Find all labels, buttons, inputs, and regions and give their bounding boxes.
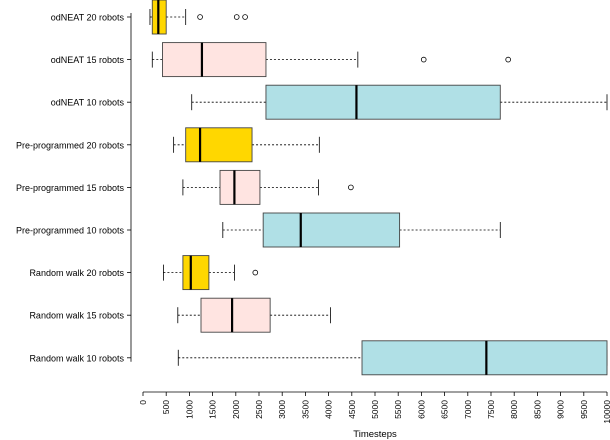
x-tick-label: 1500 — [208, 400, 218, 419]
iqr-box — [265, 84, 501, 120]
box-group — [191, 84, 608, 120]
x-tick-label: 8000 — [509, 400, 519, 419]
outlier-point — [252, 269, 259, 276]
y-axis-labels: odNEAT 20 robots odNEAT 15 robots odNEAT 1… — [16, 13, 132, 363]
x-tick-label: 9500 — [579, 400, 589, 419]
y-tick-label: Random walk 20 robots — [29, 268, 124, 278]
iqr-box — [361, 340, 608, 376]
x-tick-label: 2000 — [231, 400, 241, 419]
iqr-box — [262, 212, 401, 248]
x-tick-label: 6000 — [416, 400, 426, 419]
outlier-point — [197, 14, 203, 20]
box-group — [163, 255, 259, 291]
x-axis-title: Timesteps — [353, 429, 397, 440]
x-tick-label: 3000 — [277, 400, 287, 419]
outlier-point — [348, 184, 354, 191]
y-tick-label: odNEAT 10 robots — [51, 98, 125, 108]
outlier-point — [420, 56, 427, 63]
x-tick-label: 9000 — [556, 400, 566, 419]
x-tick-label: 2500 — [254, 400, 264, 419]
x-tick-label: 1000 — [184, 400, 194, 419]
x-tick-label: 6500 — [440, 400, 450, 419]
y-tick-label: Pre-programmed 10 robots — [16, 226, 125, 236]
iqr-box — [185, 127, 253, 163]
x-tick-label: 4500 — [347, 400, 357, 419]
box-group — [149, 0, 248, 35]
outlier-point — [505, 56, 511, 63]
box-group — [182, 169, 354, 205]
y-tick-label: Random walk 15 robots — [29, 311, 124, 321]
x-tick-label: 7000 — [463, 400, 473, 419]
x-tick-label: 8500 — [532, 400, 542, 419]
outlier-point — [233, 14, 240, 20]
x-tick-label: 10000 — [602, 400, 610, 424]
x-tick-label: 4000 — [324, 400, 334, 419]
y-tick-label: Pre-programmed 20 robots — [16, 140, 125, 150]
box-group — [177, 297, 331, 333]
x-tick-label: 7500 — [486, 400, 496, 419]
x-tick-label: 5500 — [393, 400, 403, 419]
box-group — [177, 340, 608, 376]
iqr-box — [182, 255, 210, 291]
outlier-point — [242, 14, 248, 20]
x-axis: 0 500 1000 1500 2000 2500 3000 3500 4000 4500 5000… — [138, 391, 610, 424]
box-group — [151, 42, 511, 78]
box-group — [222, 212, 501, 248]
y-tick-label: Pre-programmed 15 robots — [16, 183, 125, 193]
x-tick-label: 3500 — [300, 400, 310, 419]
y-tick-label: odNEAT 20 robots — [51, 13, 125, 23]
box-group — [173, 127, 320, 163]
x-tick-label: 0 — [138, 400, 148, 405]
y-tick-label: odNEAT 15 robots — [51, 55, 125, 65]
iqr-box — [219, 169, 261, 205]
y-tick-label: Random walk 10 robots — [29, 353, 124, 363]
iqr-box — [200, 297, 271, 333]
x-tick-label: 500 — [161, 400, 171, 414]
plot-area — [149, 0, 608, 376]
iqr-box — [162, 42, 267, 78]
x-tick-label: 5000 — [370, 400, 380, 419]
